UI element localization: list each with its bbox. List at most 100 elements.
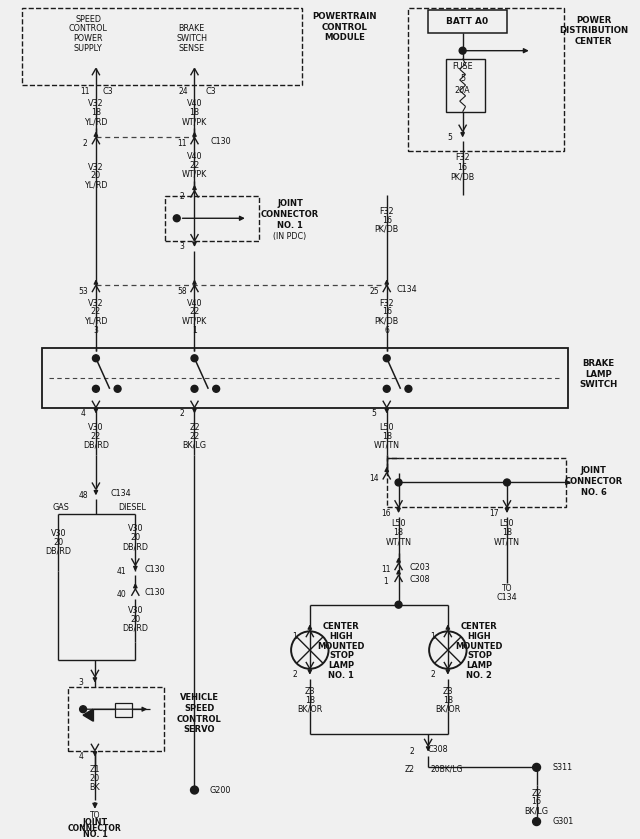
Circle shape: [383, 385, 390, 393]
Circle shape: [395, 602, 402, 608]
Text: TO: TO: [502, 585, 512, 593]
Text: SWITCH: SWITCH: [580, 380, 618, 389]
Text: 1: 1: [431, 632, 435, 641]
Text: MODULE: MODULE: [324, 34, 365, 42]
Text: NO. 1: NO. 1: [83, 830, 108, 839]
Text: HIGH: HIGH: [330, 632, 353, 641]
Text: SPEED: SPEED: [75, 14, 101, 23]
Text: C130: C130: [211, 137, 232, 146]
Text: 48: 48: [78, 491, 88, 500]
Text: DB/RD: DB/RD: [45, 547, 72, 556]
Text: 20: 20: [90, 774, 100, 783]
Bar: [387, 458, 566, 507]
Text: WT/PK: WT/PK: [182, 316, 207, 326]
Text: JOINT: JOINT: [581, 466, 607, 475]
Text: 18: 18: [189, 108, 200, 117]
Text: 3: 3: [79, 678, 84, 687]
Text: L50: L50: [391, 519, 406, 529]
Text: BK/OR: BK/OR: [435, 705, 460, 714]
Text: CENTER: CENTER: [575, 37, 612, 46]
Text: V32: V32: [88, 163, 104, 171]
Text: 41: 41: [116, 566, 126, 576]
Text: 16: 16: [381, 307, 392, 316]
Text: WT/TN: WT/TN: [385, 537, 412, 546]
Text: CONNECTOR: CONNECTOR: [261, 210, 319, 219]
Text: 18: 18: [502, 529, 512, 537]
Text: 4: 4: [81, 409, 86, 418]
Text: 11: 11: [80, 86, 90, 96]
Circle shape: [92, 355, 99, 362]
Text: WT/PK: WT/PK: [182, 169, 207, 179]
Text: C130: C130: [145, 565, 165, 574]
Text: 20: 20: [91, 171, 101, 180]
Text: 53: 53: [78, 287, 88, 295]
Text: 5: 5: [460, 74, 465, 83]
Text: 2: 2: [431, 670, 435, 680]
Text: 11: 11: [381, 565, 390, 574]
Text: C130: C130: [145, 588, 165, 597]
Text: Z3: Z3: [305, 687, 315, 696]
Circle shape: [79, 706, 86, 712]
Text: 22: 22: [189, 160, 200, 169]
Bar: [22, 8, 302, 86]
Text: CONNECTOR: CONNECTOR: [68, 824, 122, 833]
Text: 22: 22: [189, 307, 200, 316]
Text: 25: 25: [369, 287, 379, 295]
Text: 18: 18: [381, 431, 392, 440]
Text: NO. 1: NO. 1: [277, 221, 303, 230]
Text: 18: 18: [443, 696, 453, 705]
Text: 14: 14: [369, 474, 379, 483]
Bar: [165, 195, 259, 241]
Text: 18: 18: [394, 529, 404, 537]
Circle shape: [212, 385, 220, 393]
Text: LAMP: LAMP: [328, 661, 355, 670]
Text: S311: S311: [552, 763, 572, 772]
Bar: [446, 59, 485, 112]
Text: V40: V40: [187, 99, 202, 108]
Circle shape: [405, 385, 412, 393]
Bar: [42, 348, 568, 408]
Text: POWER: POWER: [73, 34, 103, 44]
Text: F32: F32: [380, 207, 394, 216]
Text: V32: V32: [88, 299, 104, 308]
Circle shape: [395, 479, 402, 486]
Text: LAMP: LAMP: [467, 661, 492, 670]
Text: F32: F32: [380, 299, 394, 308]
Text: V30: V30: [51, 529, 66, 539]
Text: SPEED: SPEED: [184, 704, 214, 712]
Text: TO: TO: [90, 811, 100, 821]
Text: 3: 3: [93, 326, 99, 335]
Text: G301: G301: [552, 817, 573, 826]
Text: WT/TN: WT/TN: [494, 537, 520, 546]
Text: 20BK/LG: 20BK/LG: [430, 765, 463, 774]
Bar: [428, 10, 507, 33]
Text: NO. 6: NO. 6: [581, 487, 607, 497]
Text: L50: L50: [380, 423, 394, 432]
Text: GAS: GAS: [53, 503, 70, 512]
Circle shape: [114, 385, 121, 393]
Text: PK/DB: PK/DB: [451, 172, 475, 181]
Text: DB/RD: DB/RD: [122, 542, 148, 551]
Text: 2: 2: [410, 747, 415, 756]
Circle shape: [191, 786, 198, 794]
Text: CENTER: CENTER: [461, 622, 498, 631]
Text: BRAKE: BRAKE: [582, 359, 615, 367]
Text: CONNECTOR: CONNECTOR: [564, 477, 623, 486]
Text: BATT A0: BATT A0: [447, 17, 488, 26]
Bar: [68, 686, 164, 751]
Text: 22: 22: [91, 431, 101, 440]
Text: MOUNTED: MOUNTED: [317, 642, 365, 650]
Circle shape: [92, 385, 99, 393]
Text: C308: C308: [410, 575, 431, 584]
Text: V30: V30: [127, 524, 143, 534]
Text: Z2: Z2: [189, 423, 200, 432]
Text: VEHICLE: VEHICLE: [180, 693, 219, 702]
Text: DB/RD: DB/RD: [122, 624, 148, 633]
Text: SUPPLY: SUPPLY: [74, 44, 102, 53]
Text: 2: 2: [292, 670, 298, 680]
Text: 40: 40: [116, 591, 127, 599]
Text: YL/RD: YL/RD: [84, 316, 108, 326]
Text: DIESEL: DIESEL: [118, 503, 147, 512]
Text: 20: 20: [131, 533, 140, 542]
Text: C134: C134: [497, 593, 517, 602]
